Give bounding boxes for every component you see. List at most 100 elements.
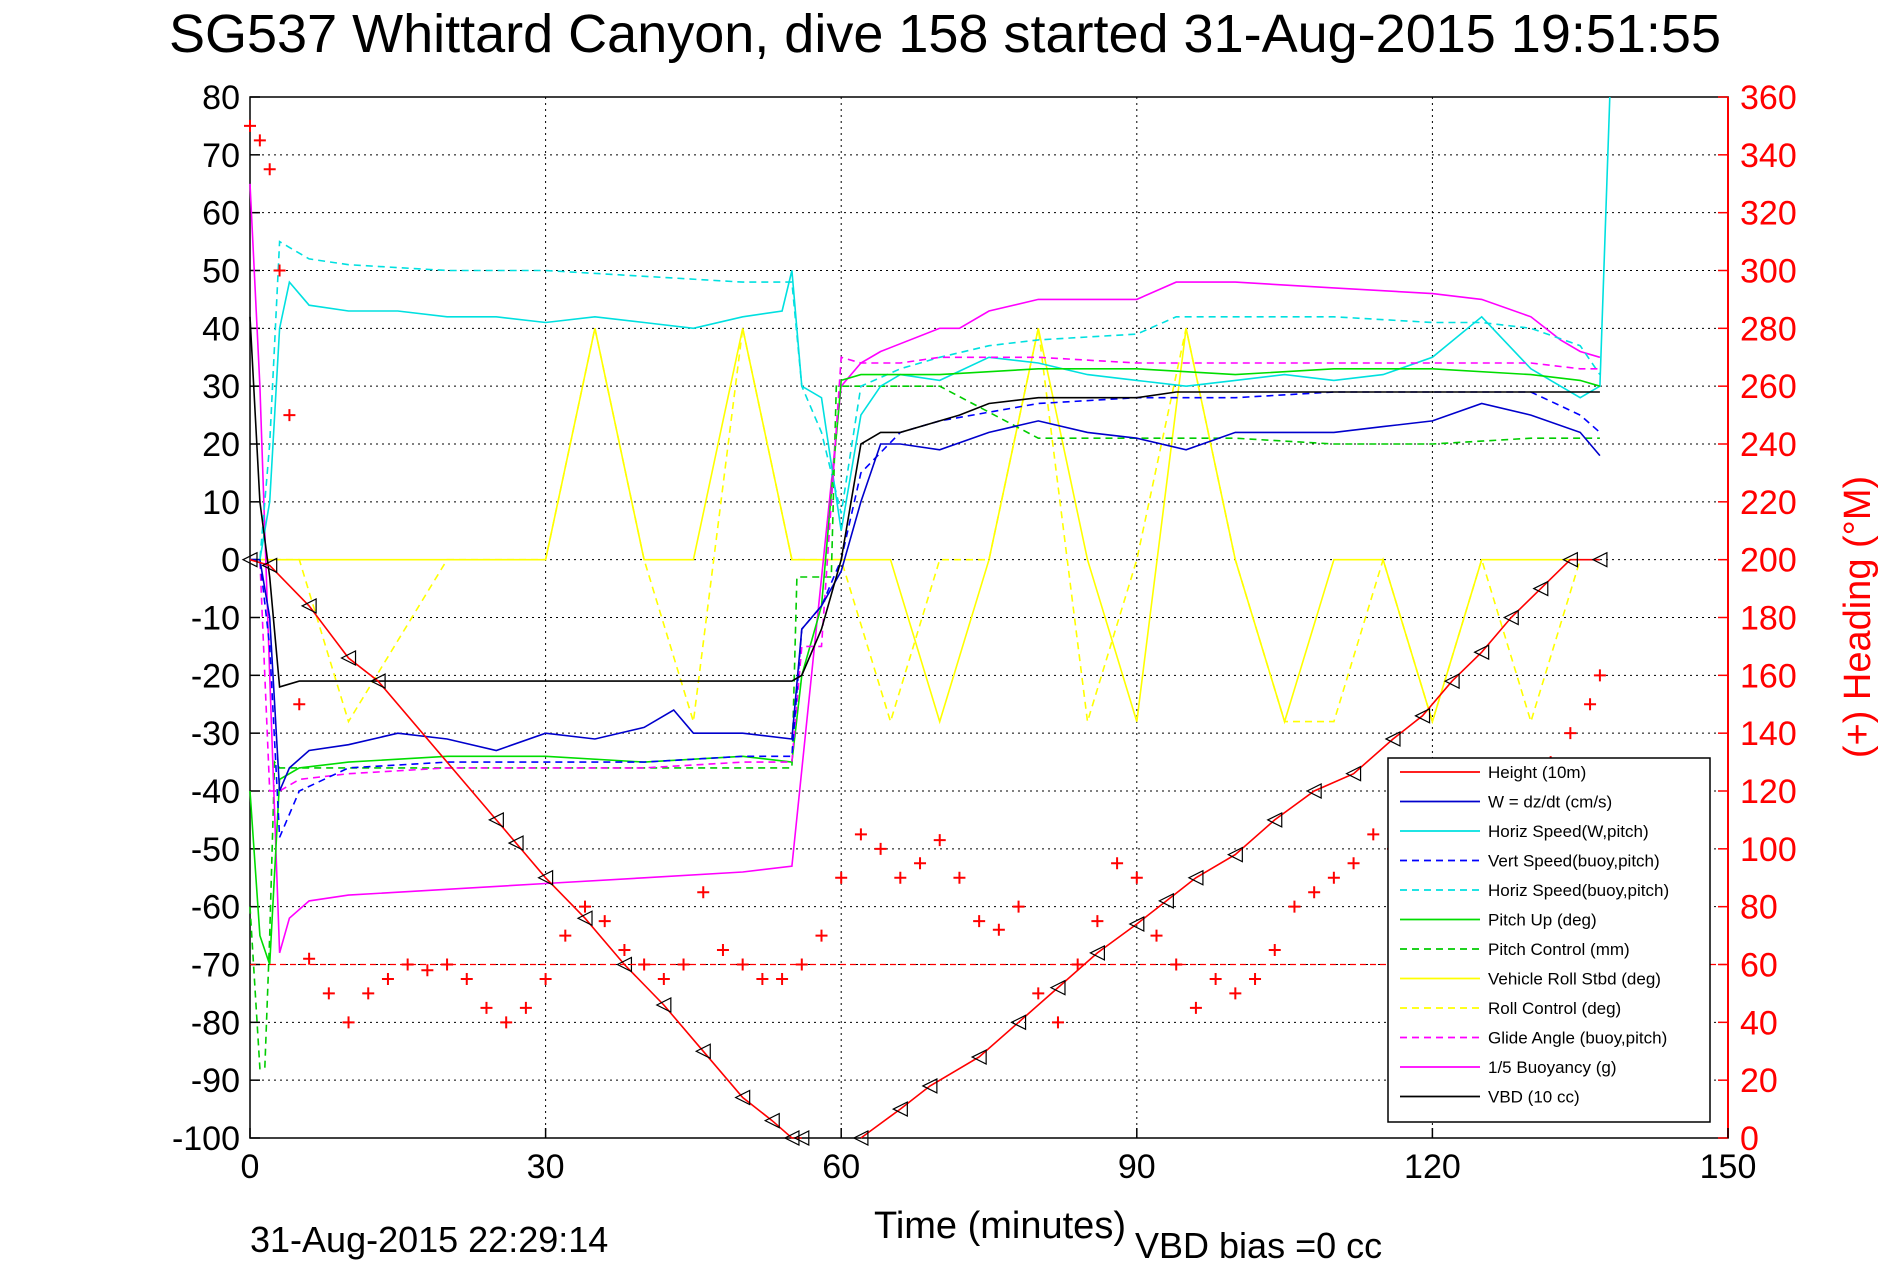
height-marker bbox=[1266, 811, 1283, 828]
heading-point bbox=[795, 958, 808, 971]
left-tick-label: -60 bbox=[191, 889, 240, 927]
height-marker bbox=[1187, 869, 1204, 886]
series-line-glide bbox=[250, 356, 1600, 792]
heading-point bbox=[933, 834, 946, 847]
height-marker bbox=[1158, 892, 1174, 909]
legend-label: Pitch Control (mm) bbox=[1488, 940, 1630, 959]
height-marker bbox=[1010, 1014, 1027, 1031]
heading-point bbox=[539, 972, 552, 985]
heading-point bbox=[1593, 669, 1606, 682]
heading-point bbox=[638, 958, 651, 971]
right-tick-label: 320 bbox=[1740, 195, 1797, 233]
heading-point bbox=[283, 409, 296, 422]
heading-point bbox=[598, 915, 611, 928]
x-tick-label: 60 bbox=[822, 1148, 860, 1186]
height-marker bbox=[576, 910, 593, 927]
height-marker bbox=[655, 997, 672, 1013]
series-line-roll bbox=[250, 328, 1581, 725]
heading-point bbox=[362, 987, 375, 1000]
chart-title: SG537 Whittard Canyon, dive 158 started … bbox=[169, 4, 1721, 64]
series-layer bbox=[241, 96, 1611, 1146]
heading-point bbox=[342, 1016, 355, 1029]
left-tick-label: -10 bbox=[191, 600, 240, 638]
height-marker bbox=[763, 1112, 780, 1129]
heading-point bbox=[1012, 900, 1025, 913]
heading-point bbox=[460, 972, 473, 985]
heading-point bbox=[273, 264, 286, 277]
footer-timestamp: 31-Aug-2015 22:29:14 bbox=[250, 1219, 608, 1260]
heading-point bbox=[1367, 828, 1380, 841]
legend-label: Height (10m) bbox=[1488, 763, 1586, 782]
right-tick-label: 20 bbox=[1740, 1062, 1778, 1100]
heading-point bbox=[874, 842, 887, 855]
heading-point bbox=[1189, 1001, 1202, 1014]
left-axis-ticks: 80 70 60 50 40 30 20 10 0 -10 -20 -30 -40 -50 -60 -70 -8… bbox=[172, 79, 260, 1158]
heading-point bbox=[756, 972, 769, 985]
height-marker bbox=[891, 1101, 908, 1118]
heading-point bbox=[263, 163, 276, 176]
series-line-horiz_w bbox=[250, 96, 1611, 561]
right-tick-label: 240 bbox=[1740, 426, 1797, 464]
height-marker bbox=[921, 1077, 938, 1094]
x-tick-label: 0 bbox=[241, 1148, 260, 1186]
right-tick-label: 360 bbox=[1740, 79, 1797, 117]
height-marker bbox=[1591, 551, 1608, 568]
left-tick-label: -20 bbox=[191, 657, 240, 695]
left-tick-label: 10 bbox=[202, 484, 240, 522]
right-tick-label: 200 bbox=[1740, 542, 1797, 580]
heading-point bbox=[1327, 871, 1340, 884]
heading-point bbox=[1150, 929, 1163, 942]
heading-point bbox=[657, 972, 670, 985]
right-tick-label: 260 bbox=[1740, 368, 1797, 406]
legend-label: Pitch Up (deg) bbox=[1488, 911, 1597, 930]
left-tick-label: 20 bbox=[202, 426, 240, 464]
right-tick-label: 0 bbox=[1740, 1120, 1759, 1158]
height-marker bbox=[852, 1130, 869, 1146]
legend-label: Horiz Speed(W,pitch) bbox=[1488, 822, 1649, 841]
height-marker bbox=[1226, 846, 1243, 863]
height-marker bbox=[537, 869, 554, 886]
legend: Height (10m) W = dz/dt (cm/s) Horiz Speed(… bbox=[1387, 757, 1711, 1123]
right-tick-label: 280 bbox=[1740, 310, 1797, 348]
height-marker bbox=[783, 1130, 800, 1146]
height-marker bbox=[369, 673, 386, 690]
footer-vbd-bias: VBD bias =0 cc bbox=[1135, 1225, 1382, 1262]
height-marker bbox=[1532, 580, 1549, 597]
heading-point bbox=[480, 1001, 493, 1014]
height-marker bbox=[300, 597, 317, 614]
x-axis-ticks: 0 30 60 90 120 150 bbox=[241, 1128, 1756, 1186]
heading-point bbox=[1229, 987, 1242, 1000]
left-tick-label: -30 bbox=[191, 715, 240, 753]
heading-point bbox=[519, 1001, 532, 1014]
heading-point bbox=[253, 134, 266, 147]
legend-label: Horiz Speed(buoy,pitch) bbox=[1488, 881, 1669, 900]
x-tick-label: 30 bbox=[527, 1148, 565, 1186]
heading-point bbox=[1111, 857, 1124, 870]
height-marker bbox=[1089, 944, 1105, 961]
series-line-buoy bbox=[249, 183, 1601, 954]
right-tick-label: 100 bbox=[1740, 831, 1797, 869]
heading-point bbox=[579, 900, 592, 913]
right-tick-label: 160 bbox=[1740, 657, 1797, 695]
legend-label: Vert Speed(buoy,pitch) bbox=[1488, 852, 1660, 871]
heading-point bbox=[293, 698, 306, 711]
legend-box bbox=[1387, 757, 1711, 1123]
left-tick-label: 30 bbox=[202, 368, 240, 406]
right-tick-label: 300 bbox=[1740, 253, 1797, 291]
series-line-vbd bbox=[249, 316, 1600, 688]
right-axis-ticks: 3603403203002802602402202001801601401201… bbox=[1718, 79, 1797, 1158]
heading-point bbox=[1584, 698, 1597, 711]
heading-point bbox=[1564, 727, 1577, 740]
heading-point bbox=[1288, 900, 1301, 913]
heading-point bbox=[992, 923, 1005, 936]
heading-point bbox=[618, 944, 631, 957]
heading-point bbox=[736, 958, 749, 971]
heading-point bbox=[677, 958, 690, 971]
height-marker bbox=[1414, 707, 1431, 724]
heading-point bbox=[1051, 1016, 1064, 1029]
left-tick-label: 60 bbox=[202, 195, 240, 233]
left-tick-label: -40 bbox=[191, 773, 240, 811]
left-tick-label: -80 bbox=[191, 1004, 240, 1042]
height-marker bbox=[1502, 609, 1519, 626]
